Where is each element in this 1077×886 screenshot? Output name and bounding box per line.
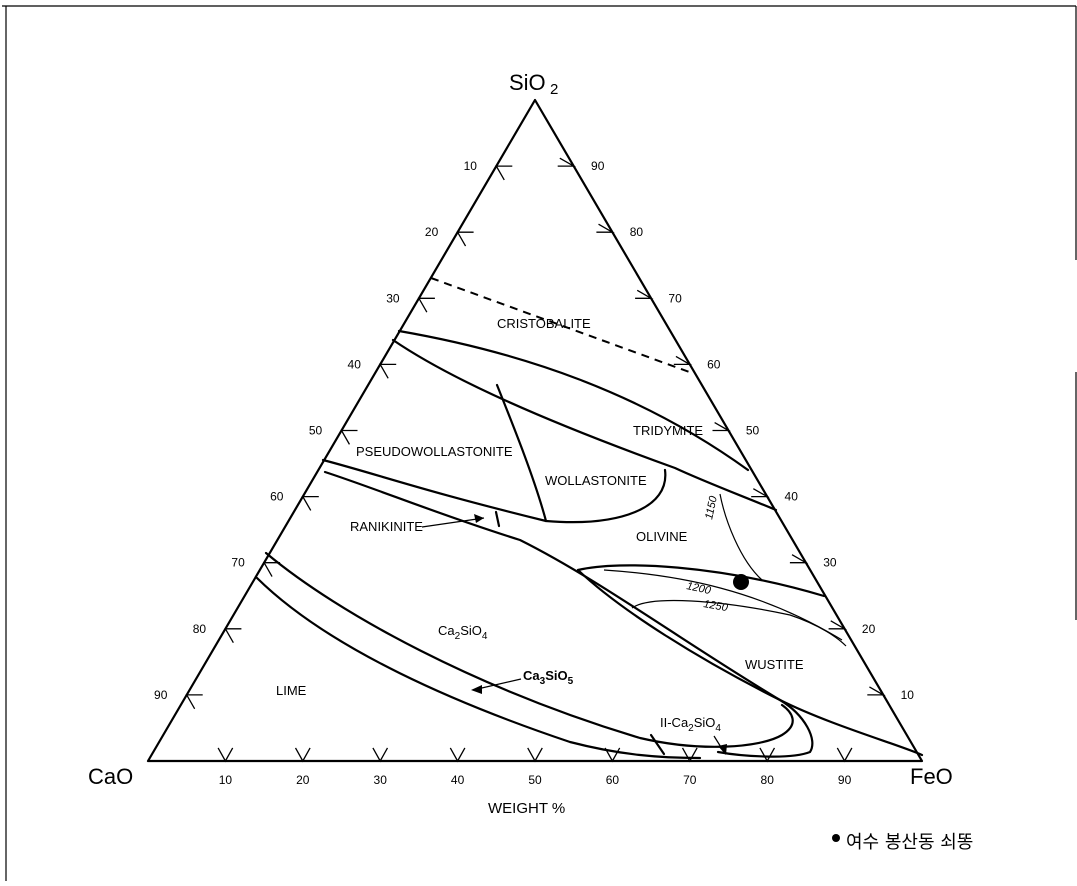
tick-label-right-60: 60	[707, 357, 721, 371]
legend-marker	[832, 834, 840, 842]
isotherm-1150-label: 1150	[703, 494, 720, 520]
region-tridymite: TRIDYMITE	[633, 423, 703, 438]
tick-label-bottom-90: 90	[838, 773, 852, 787]
ii-ca2sio4-bar	[649, 733, 666, 756]
tick-bottom-80	[759, 747, 776, 763]
tick-left-70	[262, 562, 281, 577]
tick-label-left-40: 40	[348, 357, 362, 371]
tick-label-bottom-30: 30	[374, 773, 388, 787]
tick-label-left-10: 10	[464, 159, 478, 173]
tick-label-right-10: 10	[901, 688, 915, 702]
tick-label-left-50: 50	[309, 424, 323, 438]
tick-bottom-40	[449, 747, 466, 763]
tick-right-40	[751, 488, 770, 498]
ternary-triangle	[146, 98, 924, 763]
region-olivine: OLIVINE	[636, 529, 688, 544]
tridymite-upper-boundary	[397, 329, 750, 472]
tick-bottom-90	[836, 747, 853, 763]
tick-left-90	[185, 694, 203, 710]
cristobalite-tridymite-boundary	[430, 277, 693, 374]
region-lime: LIME	[276, 683, 307, 698]
tick-right-90	[557, 157, 577, 167]
region-wustite: WUSTITE	[745, 657, 804, 672]
ii-ca2sio4-boundary	[576, 568, 814, 758]
region-cristobalite: CRISTOBALITE	[497, 316, 591, 331]
axis-label: WEIGHT %	[488, 800, 565, 817]
tick-bottom-50	[527, 747, 543, 763]
tick-right-20	[828, 620, 848, 630]
tridymite-lower-boundary	[391, 338, 778, 512]
isotherm-1250-label: 1250	[702, 598, 729, 614]
vertex-cao-label: CaO	[88, 764, 133, 789]
region-wollastonite: WOLLASTONITE	[545, 473, 647, 488]
tick-right-80	[596, 223, 615, 233]
ranikinite-bar	[494, 510, 501, 528]
tick-label-right-30: 30	[823, 556, 837, 570]
ii-ca2sio4-arrowhead	[718, 744, 727, 755]
sample-point	[733, 574, 749, 590]
tick-left-20	[456, 231, 474, 247]
tick-label-right-80: 80	[630, 225, 644, 239]
ca2sio4-upper-boundary	[323, 470, 924, 757]
ca3sio5-lower-boundary	[255, 576, 702, 760]
pseudo-wollastonite-boundary	[495, 383, 548, 523]
tick-bottom-30	[372, 747, 389, 763]
tick-marks	[185, 157, 886, 763]
region-ii-ca2sio4: II-Ca2SiO4	[660, 715, 721, 734]
tick-labels: 10 20 30 40 50 60 70 80 90 90 80 70 60 50 40 30 20 10 10 20…	[154, 159, 914, 787]
tick-label-left-30: 30	[386, 291, 400, 305]
tick-label-bottom-40: 40	[451, 773, 465, 787]
tick-label-right-40: 40	[785, 490, 799, 504]
tick-bottom-20	[294, 747, 311, 763]
tick-label-right-70: 70	[668, 291, 682, 305]
vertex-feo-label: FeO	[910, 764, 953, 789]
ca2sio4-lower-boundary	[264, 551, 794, 748]
tick-left-10	[495, 165, 513, 181]
tick-right-10	[867, 686, 886, 696]
tick-label-left-90: 90	[154, 688, 168, 702]
tick-label-left-20: 20	[425, 225, 439, 239]
tick-label-bottom-50: 50	[528, 773, 542, 787]
tick-right-30	[789, 554, 809, 564]
tick-label-bottom-70: 70	[683, 773, 697, 787]
wollastonite-lower-boundary	[321, 458, 667, 524]
region-pseudowollastonite: PSEUDOWOLLASTONITE	[356, 444, 513, 459]
tick-label-right-90: 90	[591, 159, 605, 173]
tick-right-60	[673, 355, 693, 366]
tick-label-left-80: 80	[193, 622, 207, 636]
isotherm-1200-label: 1200	[685, 580, 712, 597]
tick-label-left-70: 70	[231, 556, 245, 570]
tick-right-70	[635, 289, 654, 299]
tick-left-60	[301, 495, 319, 511]
tick-label-bottom-10: 10	[219, 773, 233, 787]
region-ranikinite: RANIKINITE	[350, 519, 423, 534]
tick-label-bottom-20: 20	[296, 773, 310, 787]
tick-label-bottom-80: 80	[761, 773, 775, 787]
tick-right-50	[712, 421, 731, 432]
region-ca2sio4: Ca2SiO4	[438, 623, 488, 642]
vertex-sio2-subscript: 2	[550, 81, 558, 98]
olivine-lower-boundary	[576, 564, 826, 598]
isotherm-1250-line	[631, 599, 847, 647]
tick-label-bottom-60: 60	[606, 773, 620, 787]
tick-label-right-20: 20	[862, 622, 876, 636]
tick-bottom-10	[217, 747, 234, 763]
ranikinite-arrow	[421, 517, 485, 528]
tick-left-30	[417, 297, 435, 313]
ca3sio5-arrowhead	[471, 685, 482, 694]
tick-left-80	[224, 628, 242, 644]
tick-bottom-70	[681, 747, 698, 763]
legend-label: 여수 봉산동 쇠똥	[846, 832, 974, 853]
region-ca3sio5: Ca3SiO5	[523, 668, 574, 687]
ranikinite-arrowhead	[474, 514, 484, 523]
vertex-sio2-label: SiO	[509, 70, 546, 95]
tick-left-40	[379, 363, 397, 379]
tick-label-left-60: 60	[270, 490, 284, 504]
isotherm-1150-line	[719, 493, 763, 581]
tick-label-right-50: 50	[746, 424, 760, 438]
tick-left-50	[340, 429, 358, 445]
